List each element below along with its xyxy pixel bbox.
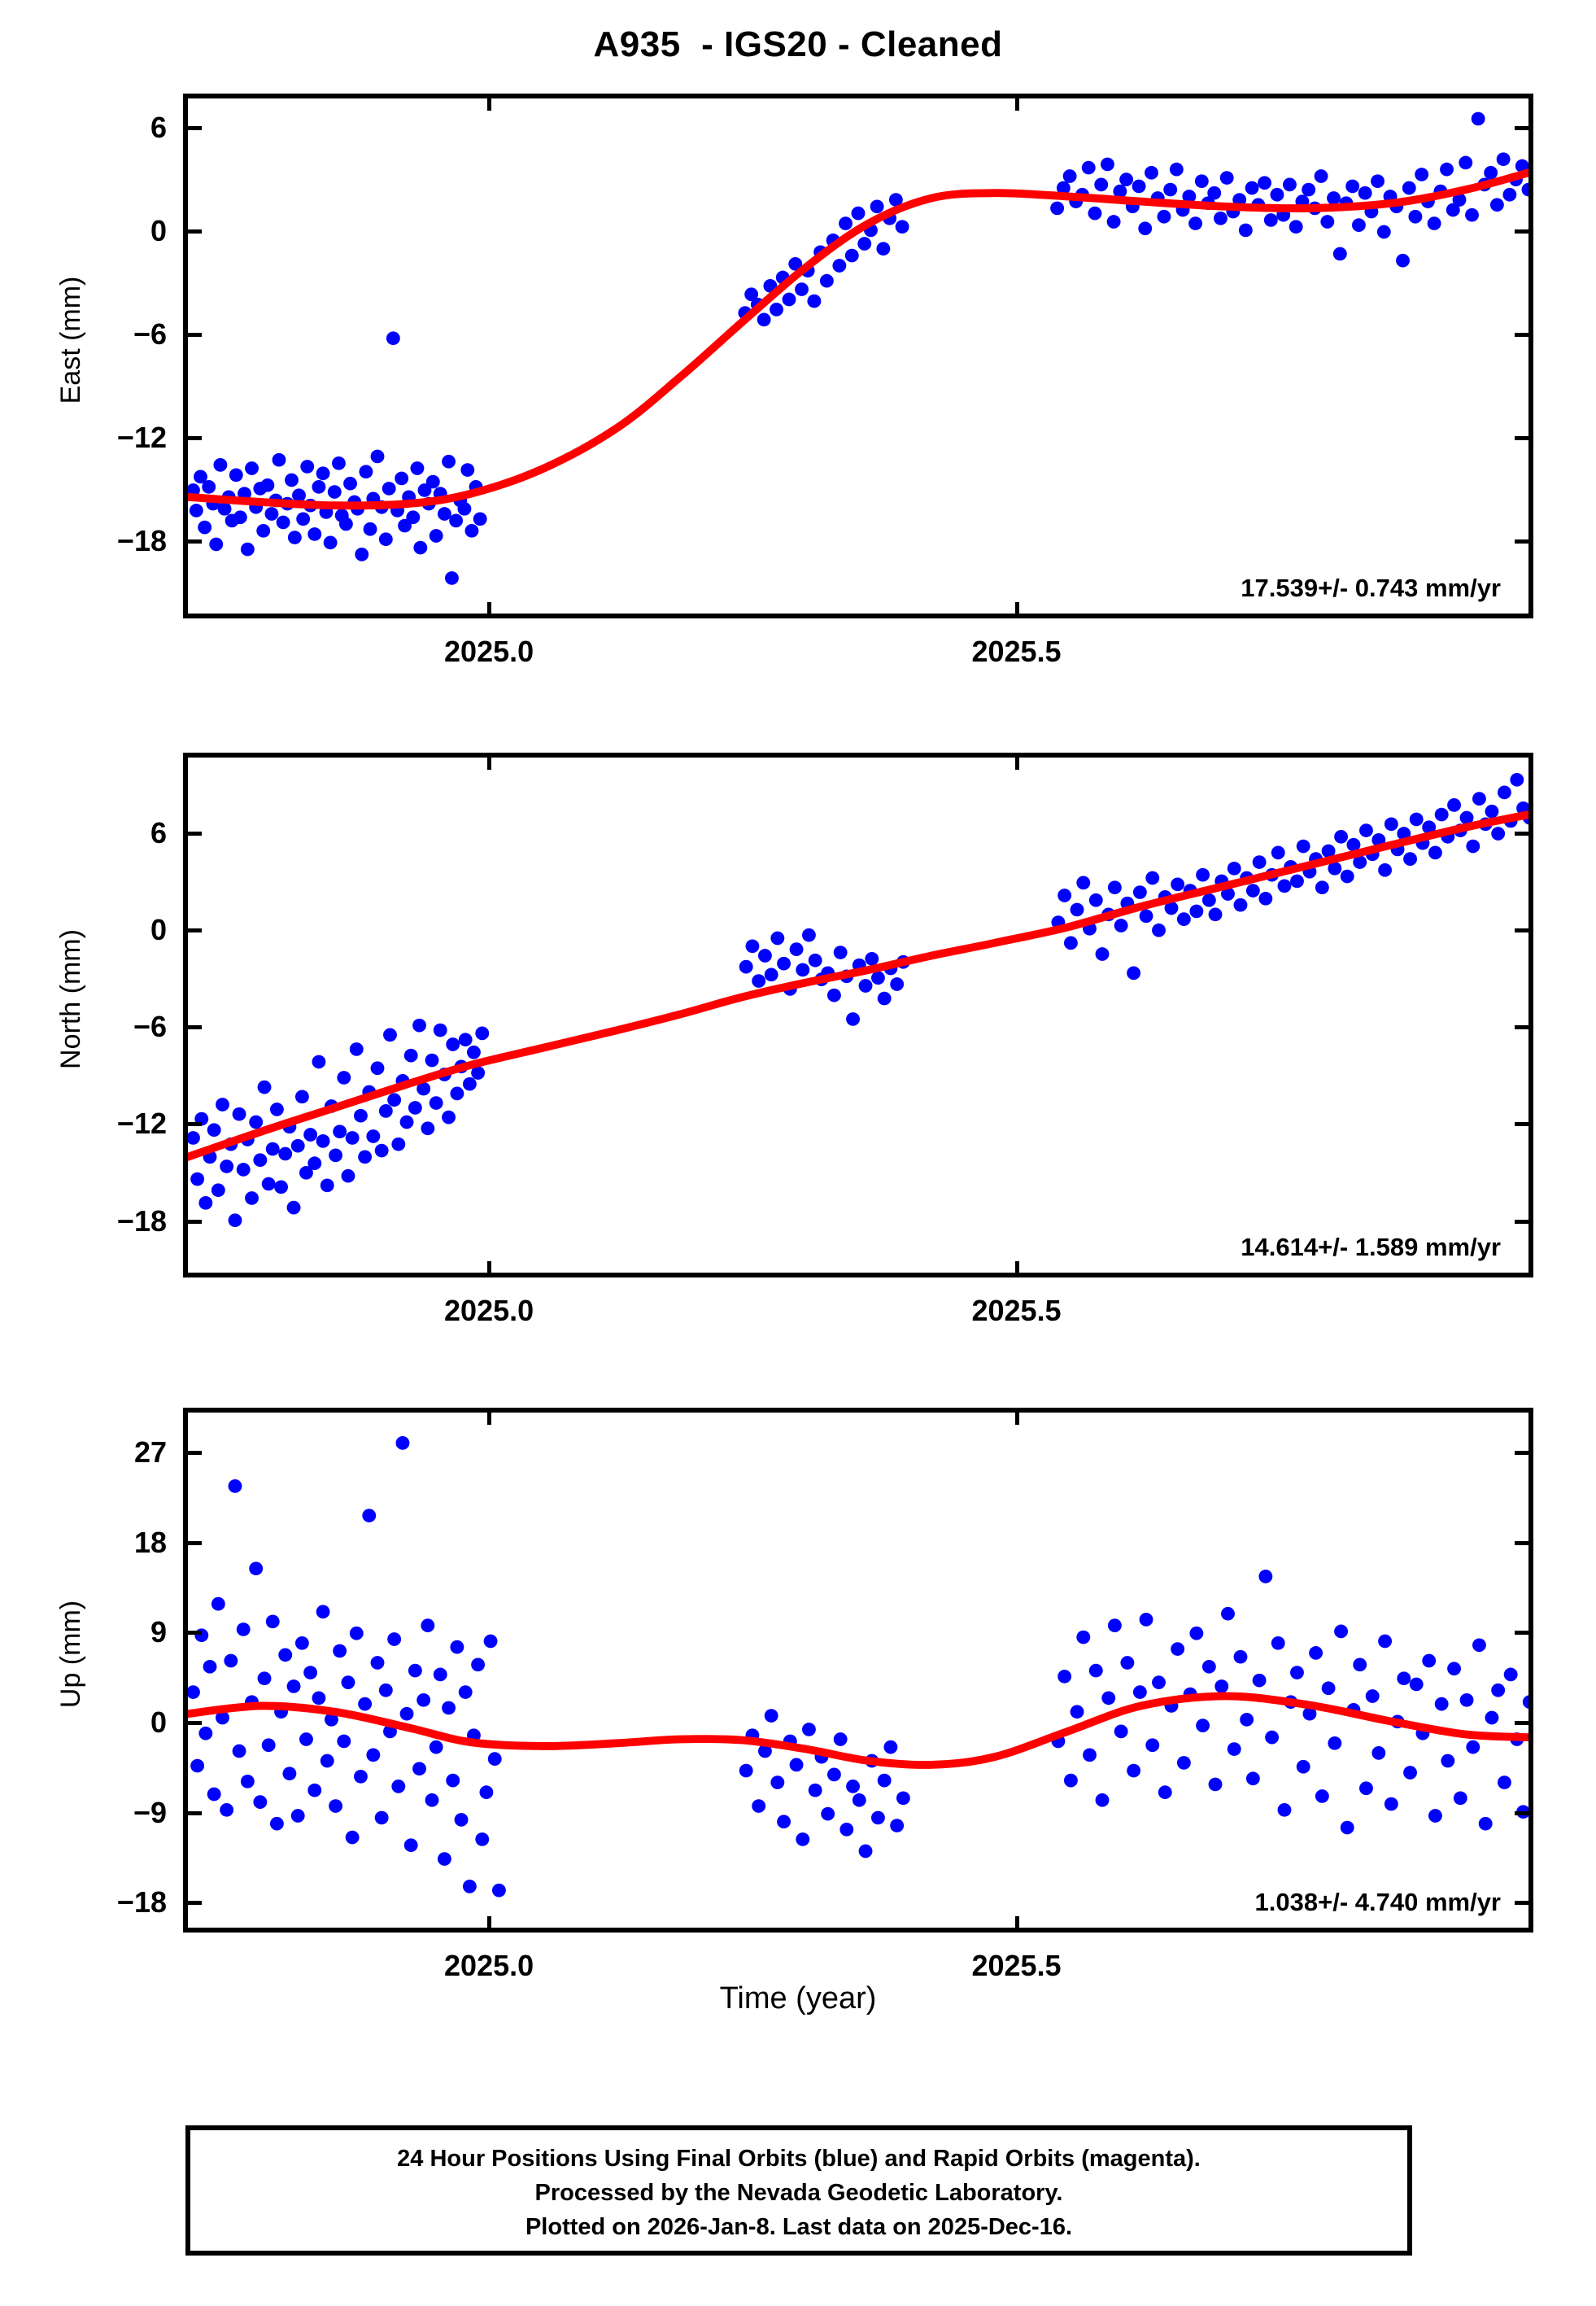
y-tick-mark-right — [1515, 1219, 1531, 1224]
rate-annotation-up: 1.038+/- 4.740 mm/yr — [1254, 1888, 1501, 1916]
footer-line-2: Processed by the Nevada Geodetic Laborat… — [534, 2180, 1063, 2206]
x-tick-label: 2025.5 — [971, 635, 1062, 668]
x-tick-mark-top — [487, 755, 492, 770]
y-tick-label: −18 — [116, 1203, 167, 1238]
y-tick-mark — [185, 832, 202, 836]
y-tick-mark-right — [1515, 1631, 1531, 1636]
x-tick-mark — [487, 1916, 492, 1931]
y-tick-mark — [185, 1122, 202, 1127]
y-tick-label: 9 — [150, 1615, 167, 1649]
x-tick-mark — [1014, 1261, 1019, 1276]
x-tick-mark-top — [1014, 755, 1019, 770]
y-tick-mark-right — [1515, 1540, 1531, 1545]
y-tick-mark — [185, 126, 202, 131]
y-tick-mark — [185, 539, 202, 544]
page-title: A935 - IGS20 - Cleaned — [593, 24, 1003, 64]
y-tick-mark-right — [1515, 229, 1531, 234]
y-tick-mark-right — [1515, 1721, 1531, 1725]
footer-line-3: Plotted on 2026-Jan-8. Last data on 2025… — [525, 2214, 1073, 2240]
y-tick-mark-right — [1515, 1025, 1531, 1030]
x-tick-label: 2025.0 — [444, 1949, 534, 1982]
x-tick-label: 2025.5 — [971, 1949, 1062, 1982]
y-tick-mark-right — [1515, 832, 1531, 836]
y-tick-label: −18 — [116, 523, 167, 557]
footer-caption-box: 24 Hour Positions Using Final Orbits (bl… — [185, 2125, 1412, 2256]
x-tick-mark-top — [487, 96, 492, 111]
y-tick-mark-right — [1515, 928, 1531, 933]
y-tick-mark-right — [1515, 126, 1531, 131]
x-tick-label: 2025.0 — [444, 1294, 534, 1327]
y-tick-mark-right — [1515, 1901, 1531, 1906]
x-tick-mark — [1014, 602, 1019, 617]
y-tick-label: 0 — [150, 214, 167, 248]
y-tick-mark-right — [1515, 1810, 1531, 1815]
y-tick-mark — [185, 333, 202, 338]
y-tick-mark-right — [1515, 435, 1531, 440]
y-tick-mark — [185, 1721, 202, 1725]
x-tick-mark — [1014, 1916, 1019, 1931]
y-tick-mark — [185, 1631, 202, 1636]
y-tick-mark — [185, 1025, 202, 1030]
y-tick-mark — [185, 435, 202, 440]
y-tick-label: −6 — [133, 317, 167, 352]
y-tick-label: 6 — [150, 111, 167, 145]
y-tick-label: −6 — [133, 1010, 167, 1044]
rate-annotation-north: 14.614+/- 1.589 mm/yr — [1241, 1233, 1501, 1261]
y-tick-label: 18 — [133, 1525, 167, 1559]
y-tick-label: −12 — [116, 420, 167, 454]
y-tick-mark-right — [1515, 1122, 1531, 1127]
plot-panel-north — [183, 753, 1533, 1277]
y-tick-label: 0 — [150, 913, 167, 947]
x-axis-label: Time (year) — [719, 1981, 877, 2016]
x-tick-mark-top — [1014, 1410, 1019, 1425]
y-tick-label: 0 — [150, 1705, 167, 1739]
plot-panel-east — [183, 94, 1533, 618]
y-tick-label: −18 — [116, 1885, 167, 1919]
x-tick-mark-top — [487, 1410, 492, 1425]
plot-panel-up — [183, 1408, 1533, 1933]
x-tick-label: 2025.0 — [444, 635, 534, 668]
rate-annotation-east: 17.539+/- 0.743 mm/yr — [1241, 574, 1501, 602]
y-tick-mark — [185, 1451, 202, 1456]
y-tick-label: −12 — [116, 1107, 167, 1141]
y-tick-mark-right — [1515, 333, 1531, 338]
y-tick-mark-right — [1515, 539, 1531, 544]
x-tick-mark — [487, 602, 492, 617]
y-tick-label: 6 — [150, 816, 167, 850]
y-tick-mark — [185, 229, 202, 234]
y-tick-label: 27 — [133, 1435, 167, 1470]
x-tick-mark-top — [1014, 96, 1019, 111]
footer-line-1: 24 Hour Positions Using Final Orbits (bl… — [397, 2146, 1201, 2172]
y-tick-mark — [185, 1810, 202, 1815]
y-tick-mark — [185, 1901, 202, 1906]
y-tick-mark — [185, 1540, 202, 1545]
y-tick-mark — [185, 1219, 202, 1224]
x-tick-mark — [487, 1261, 492, 1276]
y-tick-mark-right — [1515, 1451, 1531, 1456]
y-tick-mark — [185, 928, 202, 933]
x-tick-label: 2025.5 — [971, 1294, 1062, 1327]
y-tick-label: −9 — [133, 1795, 167, 1829]
